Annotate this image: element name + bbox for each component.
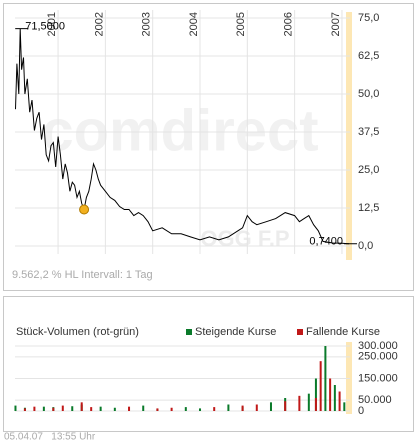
- x-tick-label: 2007: [330, 12, 342, 36]
- volume-bar: [298, 395, 301, 411]
- y-tick-label: 37,5: [358, 126, 379, 138]
- volume-bar: [319, 361, 322, 411]
- volume-bar: [80, 402, 83, 411]
- volume-bar: [324, 346, 327, 411]
- volume-bar: [269, 402, 272, 411]
- legend-swatch: [297, 329, 303, 335]
- volume-bar: [184, 407, 187, 411]
- volume-bar: [14, 405, 17, 411]
- y-tick-label: 50,0: [358, 88, 379, 100]
- x-tick-label: 2002: [93, 12, 105, 36]
- highlight-band: [346, 12, 352, 260]
- legend-swatch: [186, 329, 192, 335]
- volume-bar: [241, 405, 244, 411]
- volume-bar: [52, 407, 55, 411]
- x-tick-label: 2003: [141, 12, 153, 36]
- volume-bar: [329, 378, 332, 411]
- price-line: [15, 28, 350, 245]
- legend-label: Steigende Kurse: [195, 326, 276, 338]
- y-tick-label: 50.000: [358, 394, 392, 406]
- chart-title: Stück-Volumen (rot-grün): [16, 326, 139, 338]
- y-tick-label: 250.000: [358, 351, 398, 363]
- coin-icon: [79, 204, 90, 215]
- x-tick-label: 2006: [283, 12, 295, 36]
- y-tick-label: 300.000: [358, 340, 398, 352]
- y-tick-label: 75,0: [358, 12, 379, 24]
- y-tick-label: 62,5: [358, 50, 379, 62]
- volume-bar: [23, 408, 26, 411]
- volume-bar: [61, 405, 64, 411]
- y-tick-label: 25,0: [358, 164, 379, 176]
- volume-bar: [343, 402, 346, 411]
- legend-label: Fallende Kurse: [306, 326, 380, 338]
- volume-bar: [199, 408, 202, 411]
- x-tick-label: 2001: [46, 12, 58, 36]
- volume-bar: [170, 407, 173, 411]
- annotation: 71,5000: [25, 21, 65, 33]
- y-tick-label: 150.000: [358, 372, 398, 384]
- timestamp: 05.04.07 13:55 Uhr: [4, 432, 96, 443]
- volume-bar: [213, 407, 216, 411]
- watermark: comdirect: [41, 98, 318, 163]
- volume-bar: [338, 391, 341, 411]
- volume-bar: [128, 406, 131, 411]
- note: 9.562,2 % HL Intervall: 1 Tag: [12, 269, 153, 281]
- x-tick-label: 2004: [188, 12, 200, 36]
- volume-bar: [99, 406, 102, 411]
- volume-bar: [314, 378, 317, 411]
- volume-bar: [142, 405, 145, 411]
- y-tick-label: 0,0: [358, 240, 373, 252]
- volume-bar: [284, 401, 287, 411]
- volume-bar: [227, 404, 230, 411]
- volume-bar: [255, 404, 258, 411]
- volume-bar: [314, 398, 317, 411]
- volume-bar: [71, 406, 74, 411]
- volume-bar: [90, 407, 93, 411]
- annotation: 0,7400: [309, 236, 343, 248]
- volume-bar: [33, 406, 36, 411]
- y-tick-label: 12,5: [358, 202, 379, 214]
- price-panel: [3, 3, 414, 291]
- y-tick-label: 0: [358, 405, 364, 417]
- volume-bar: [113, 407, 116, 411]
- x-tick-label: 2005: [235, 12, 247, 36]
- volume-bar: [42, 406, 45, 411]
- volume-bar: [156, 408, 159, 411]
- volume-bar: [307, 393, 310, 411]
- volume-bar: [333, 385, 336, 411]
